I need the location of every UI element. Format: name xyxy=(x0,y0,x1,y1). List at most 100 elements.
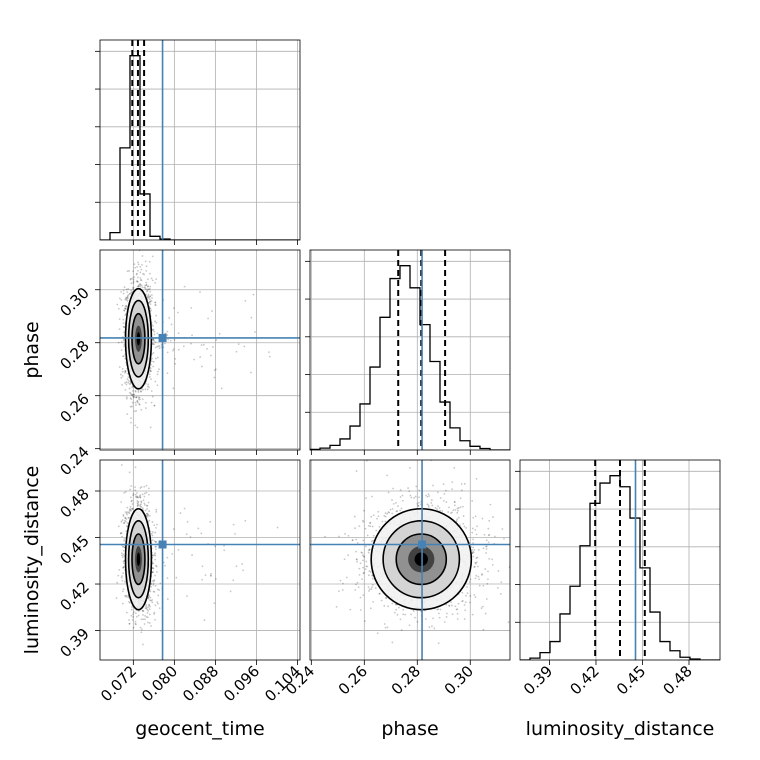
sample-point xyxy=(121,519,124,521)
sample-point xyxy=(132,288,135,291)
sample-point xyxy=(472,542,474,544)
sample-point xyxy=(125,595,127,598)
sample-point xyxy=(152,342,155,345)
sample-point xyxy=(472,516,475,519)
sample-point xyxy=(361,554,364,556)
sample-point xyxy=(148,297,150,299)
sample-point xyxy=(150,378,152,381)
sample-point xyxy=(140,628,143,631)
sample-point xyxy=(140,390,142,393)
sample-point xyxy=(154,357,157,360)
sample-point xyxy=(158,607,161,610)
sample-point xyxy=(137,261,139,264)
sample-point xyxy=(125,520,127,523)
sample-point xyxy=(487,578,489,581)
sample-point xyxy=(250,316,253,319)
sample-point xyxy=(149,370,152,373)
sample-point xyxy=(149,298,151,301)
sample-point xyxy=(445,489,447,492)
sample-point xyxy=(136,400,139,403)
sample-point xyxy=(353,515,356,518)
sample-point xyxy=(145,607,148,610)
sample-point xyxy=(347,534,350,537)
sample-point xyxy=(154,341,157,343)
sample-point xyxy=(201,578,204,581)
sample-point xyxy=(206,347,208,350)
sample-point xyxy=(126,506,129,509)
sample-point xyxy=(215,339,218,341)
sample-point xyxy=(134,466,137,469)
sample-point xyxy=(148,260,151,263)
sample-point xyxy=(143,485,146,488)
sample-point xyxy=(454,501,456,503)
sample-point xyxy=(135,396,137,399)
sample-point xyxy=(138,495,141,498)
sample-point xyxy=(169,339,172,342)
sample-point xyxy=(150,390,153,392)
sample-point xyxy=(149,599,151,602)
sample-point xyxy=(144,618,146,621)
sample-point xyxy=(151,599,154,601)
sample-point xyxy=(491,558,493,561)
sample-point xyxy=(147,294,150,297)
sample-point xyxy=(149,295,151,298)
sample-point xyxy=(462,522,465,525)
sample-point xyxy=(142,272,144,275)
sample-point xyxy=(147,288,150,291)
sample-point xyxy=(162,561,165,564)
sample-point xyxy=(128,387,131,390)
sample-point xyxy=(133,276,136,279)
sample-point xyxy=(152,339,154,341)
sample-point xyxy=(453,467,456,469)
sample-point xyxy=(150,585,152,588)
sample-point xyxy=(154,346,157,349)
sample-point xyxy=(400,629,403,631)
sample-point xyxy=(158,368,160,371)
sample-point xyxy=(126,291,129,294)
sample-point xyxy=(151,562,154,565)
sample-point xyxy=(147,501,150,504)
sample-point xyxy=(243,345,246,348)
sample-point xyxy=(139,496,141,499)
sample-point xyxy=(378,526,381,528)
sample-point xyxy=(136,504,139,507)
sample-point xyxy=(446,454,448,456)
sample-point xyxy=(472,546,475,549)
sample-point xyxy=(152,338,155,341)
sample-point xyxy=(482,547,485,550)
sample-point xyxy=(362,509,365,512)
sample-point xyxy=(122,339,125,342)
sample-point xyxy=(369,522,372,525)
sample-point xyxy=(151,580,154,583)
sample-point xyxy=(124,594,126,597)
sample-point xyxy=(128,517,131,519)
sample-point xyxy=(124,314,127,317)
sample-point xyxy=(155,314,158,317)
sample-point xyxy=(355,538,357,541)
sample-point xyxy=(127,381,130,384)
sample-point xyxy=(131,401,134,404)
sample-point xyxy=(140,506,143,508)
sample-point xyxy=(154,604,157,607)
sample-point xyxy=(268,351,270,353)
sample-point xyxy=(153,590,156,593)
sample-point xyxy=(147,606,149,609)
sample-point xyxy=(150,625,152,627)
sample-point xyxy=(433,627,436,630)
sample-point xyxy=(232,523,235,526)
sample-point xyxy=(152,562,154,565)
sample-point xyxy=(128,509,131,512)
sample-point xyxy=(461,599,464,602)
sample-point xyxy=(131,606,133,608)
sample-point xyxy=(486,582,489,585)
sample-point xyxy=(166,577,169,580)
sample-point xyxy=(149,295,152,298)
sample-point xyxy=(144,401,147,404)
sample-point xyxy=(120,552,123,555)
sample-point xyxy=(426,495,429,498)
panel-frame xyxy=(99,459,301,661)
sample-point xyxy=(129,392,132,395)
sample-point xyxy=(141,255,144,257)
sample-point xyxy=(168,316,171,319)
sample-point xyxy=(124,298,127,301)
